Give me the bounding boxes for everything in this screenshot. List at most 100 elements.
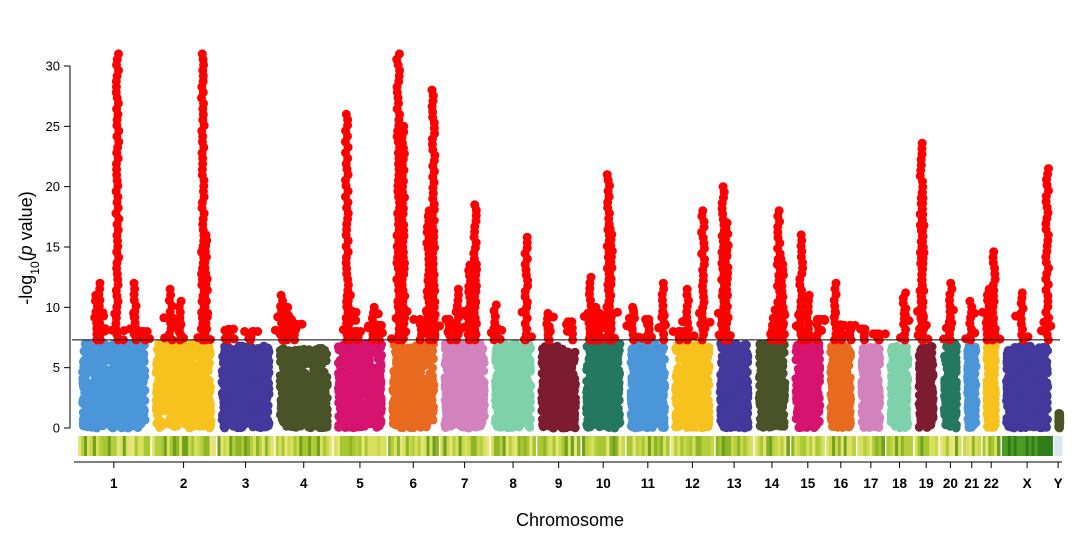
snp-point: [502, 358, 512, 368]
y-tick-label: 0: [53, 421, 60, 436]
snp-point: [511, 360, 521, 369]
snp-point: [442, 409, 452, 419]
data-points: [78, 49, 1065, 433]
snp-point: [153, 393, 162, 403]
snp-point: [278, 354, 288, 364]
snp-point: [134, 414, 144, 423]
snp-point: [453, 410, 463, 420]
snp-point: [413, 353, 423, 363]
snp-point: [286, 399, 296, 408]
snp-point: [422, 420, 432, 430]
snp-point: [415, 344, 425, 354]
snp-point: [182, 411, 192, 421]
snp-point: [306, 413, 316, 423]
significant-snp-point: [387, 334, 397, 344]
snp-point: [84, 364, 94, 374]
snp-point: [405, 399, 415, 408]
significant-snp-point: [107, 325, 117, 335]
snp-point: [389, 412, 399, 421]
chromosome-7-points: [440, 200, 489, 433]
snp-point: [173, 380, 183, 390]
y-tick-label: 15: [46, 240, 60, 255]
significant-snp-point: [435, 321, 445, 331]
snp-point: [205, 415, 215, 425]
snp-point: [317, 423, 327, 433]
significant-snp-point: [240, 327, 250, 336]
snp-point: [393, 381, 403, 390]
snp-point: [203, 347, 213, 357]
snp-point: [471, 377, 481, 387]
snp-point: [418, 362, 428, 371]
snp-point: [109, 401, 119, 411]
snp-point: [367, 383, 377, 393]
snp-point: [233, 366, 243, 376]
snp-point: [364, 354, 374, 364]
significant-snp-point: [297, 319, 307, 329]
snp-point: [140, 396, 150, 406]
snp-point: [108, 423, 118, 433]
significant-snp-point: [353, 327, 363, 337]
snp-point: [315, 414, 325, 424]
significant-snp-point: [165, 284, 175, 294]
snp-point: [368, 367, 378, 377]
snp-point: [373, 405, 383, 415]
snp-point: [500, 345, 510, 355]
snp-point: [310, 351, 319, 360]
snp-point: [405, 423, 415, 432]
snp-point: [84, 357, 94, 367]
snp-point: [197, 410, 207, 420]
snp-point: [317, 377, 327, 387]
snp-point: [462, 393, 472, 403]
significant-snp-point: [95, 278, 105, 288]
significant-snp-point: [399, 121, 409, 131]
significant-snp-point: [409, 314, 419, 324]
snp-point: [186, 421, 196, 431]
y-tick-label: 20: [46, 179, 60, 194]
snp-point: [117, 367, 127, 377]
snp-point: [79, 408, 88, 418]
snp-point: [117, 377, 127, 387]
snp-point: [137, 388, 147, 398]
significant-snp-point: [220, 325, 230, 335]
snp-point: [255, 412, 265, 422]
significant-snp-point: [174, 327, 184, 337]
significant-snp-point: [110, 309, 120, 319]
significant-snp-point: [427, 85, 437, 95]
snp-point: [124, 360, 134, 370]
snp-point: [366, 343, 376, 353]
snp-point: [354, 406, 363, 416]
chromosome-3-points: [217, 324, 274, 433]
snp-point: [152, 403, 162, 412]
snp-point: [304, 421, 313, 431]
snp-point: [336, 359, 346, 369]
snp-point: [228, 400, 238, 410]
snp-point: [237, 385, 247, 395]
snp-point: [118, 383, 128, 393]
significant-snp-point: [145, 334, 154, 344]
snp-point: [108, 410, 118, 420]
significant-snp-point: [402, 306, 412, 316]
significant-snp-point: [341, 109, 351, 119]
snp-point: [95, 346, 105, 356]
snp-point: [468, 416, 478, 426]
significant-snp-point: [470, 200, 480, 210]
snp-point: [441, 378, 451, 388]
snp-point: [120, 391, 130, 401]
snp-point: [168, 358, 178, 368]
snp-point: [174, 399, 184, 409]
snp-point: [261, 422, 271, 432]
snp-point: [153, 411, 163, 421]
snp-point: [375, 354, 385, 364]
significant-snp-point: [114, 49, 123, 59]
snp-point: [297, 401, 307, 411]
snp-point: [356, 421, 366, 431]
snp-point: [451, 389, 461, 399]
significant-snp-point: [125, 324, 135, 334]
significant-snp-point: [135, 327, 145, 336]
significant-snp-point: [284, 311, 294, 321]
significant-snp-point: [253, 327, 263, 336]
significant-snp-point: [270, 325, 280, 335]
snp-point: [259, 392, 269, 402]
chromosome-2-points: [151, 49, 216, 433]
